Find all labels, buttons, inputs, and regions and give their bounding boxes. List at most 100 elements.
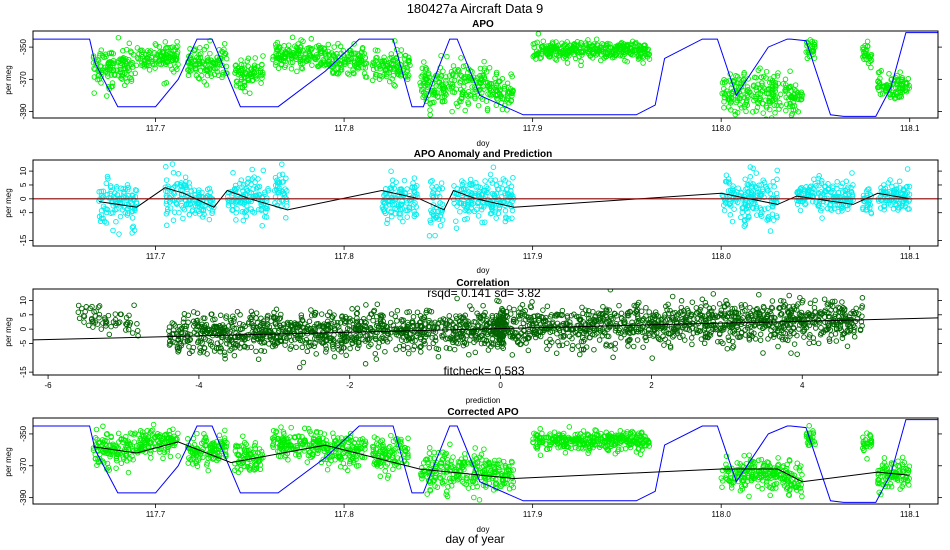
correlation-point: [227, 328, 234, 335]
correlation-point: [79, 305, 85, 312]
correlation-point: [763, 320, 769, 327]
correlation-point: [366, 337, 372, 343]
correlation-point: [360, 336, 366, 343]
apo-point: [622, 57, 628, 64]
apo-point: [359, 46, 366, 52]
apo-point: [431, 75, 438, 81]
anomaly-point: [888, 197, 894, 203]
anomaly-point: [723, 172, 730, 178]
correlation-point: [304, 348, 311, 355]
anomaly-point: [904, 183, 910, 190]
apo-point: [130, 52, 137, 58]
apo-point: [743, 108, 749, 115]
correlation-point: [635, 318, 642, 324]
anomaly-point: [233, 185, 240, 192]
anomaly-point: [508, 183, 515, 190]
correlation-point: [261, 322, 267, 328]
anomaly-point: [722, 178, 729, 185]
correlation-point: [851, 324, 858, 330]
apo-point: [750, 109, 756, 115]
correlation-point: [639, 323, 646, 330]
correlation-point: [540, 329, 546, 336]
anomaly-point: [818, 180, 825, 187]
apo-point: [754, 104, 761, 111]
anomaly-point: [129, 192, 135, 198]
anomaly-point: [248, 189, 254, 196]
correlation-point: [186, 337, 193, 343]
anomaly-point: [850, 197, 856, 203]
apo-point: [251, 62, 258, 69]
anomaly-point: [180, 205, 186, 211]
correlation-point: [327, 335, 334, 341]
apo-point: [876, 69, 883, 75]
correlation-point: [299, 344, 306, 351]
anomaly-point: [899, 202, 905, 209]
apo-point: [96, 76, 102, 82]
anomaly-point: [414, 191, 420, 197]
anomaly-point: [818, 207, 824, 214]
apo-point: [238, 57, 244, 63]
anomaly-point: [117, 213, 124, 220]
correlation-point: [607, 324, 613, 330]
correlation-point: [707, 308, 713, 315]
correlation-point: [645, 327, 652, 333]
apo-point: [466, 77, 472, 83]
correlation-point: [571, 311, 577, 318]
correlation-point: [578, 346, 585, 353]
correlation-point: [277, 334, 284, 341]
apo-point: [469, 84, 475, 90]
anomaly-point: [393, 179, 399, 185]
correlation-point: [218, 339, 224, 345]
apo-point: [282, 54, 289, 61]
anomaly-point: [795, 190, 801, 197]
correlation-point: [825, 313, 832, 320]
anomaly-point: [129, 230, 135, 236]
correlation-point: [322, 332, 329, 339]
anomaly-point: [265, 187, 271, 194]
anomaly-point: [385, 197, 391, 204]
apo-point: [91, 74, 98, 80]
correlation-point: [833, 325, 840, 331]
apo-point: [738, 105, 745, 111]
apo-point: [146, 49, 153, 55]
correlation-point: [742, 308, 748, 314]
correlation-point: [341, 338, 348, 345]
correlation-point: [471, 319, 477, 325]
correlation-point: [775, 343, 781, 350]
correlation-point: [787, 333, 793, 339]
anomaly-point: [428, 207, 434, 214]
correlation-point: [233, 341, 239, 347]
apo-point: [573, 47, 579, 54]
correlation-point: [492, 320, 498, 326]
anomaly-point: [813, 199, 819, 205]
apo-point: [578, 58, 584, 65]
anomaly-point: [492, 177, 499, 183]
anomaly-point: [258, 199, 264, 206]
apo-point: [159, 53, 165, 60]
correlation-point: [517, 305, 523, 311]
correlation-point: [418, 349, 424, 355]
correlation-point: [105, 312, 112, 319]
correlation-point: [417, 313, 424, 319]
correlation-point: [540, 307, 546, 313]
correlation-point: [83, 304, 90, 310]
anomaly-point: [438, 209, 445, 216]
anomaly-point: [163, 188, 169, 194]
anomaly-xtick-label: 117.9: [523, 252, 543, 261]
anomaly-plot-area: [33, 161, 938, 239]
apo-point: [753, 108, 759, 114]
correlation-point: [729, 345, 736, 351]
anomaly-point: [116, 231, 122, 237]
apo-point: [633, 48, 640, 54]
anomaly-ytick-label: 0: [19, 196, 28, 201]
correlation-point: [677, 334, 683, 341]
correlation-point: [373, 313, 380, 320]
correlation-point: [618, 315, 625, 322]
apo-point: [798, 89, 805, 96]
apo-point: [342, 61, 348, 67]
anomaly-point: [848, 189, 855, 195]
anomaly-point: [842, 188, 848, 194]
anomaly-point: [162, 184, 169, 190]
correlation-point: [549, 328, 556, 334]
